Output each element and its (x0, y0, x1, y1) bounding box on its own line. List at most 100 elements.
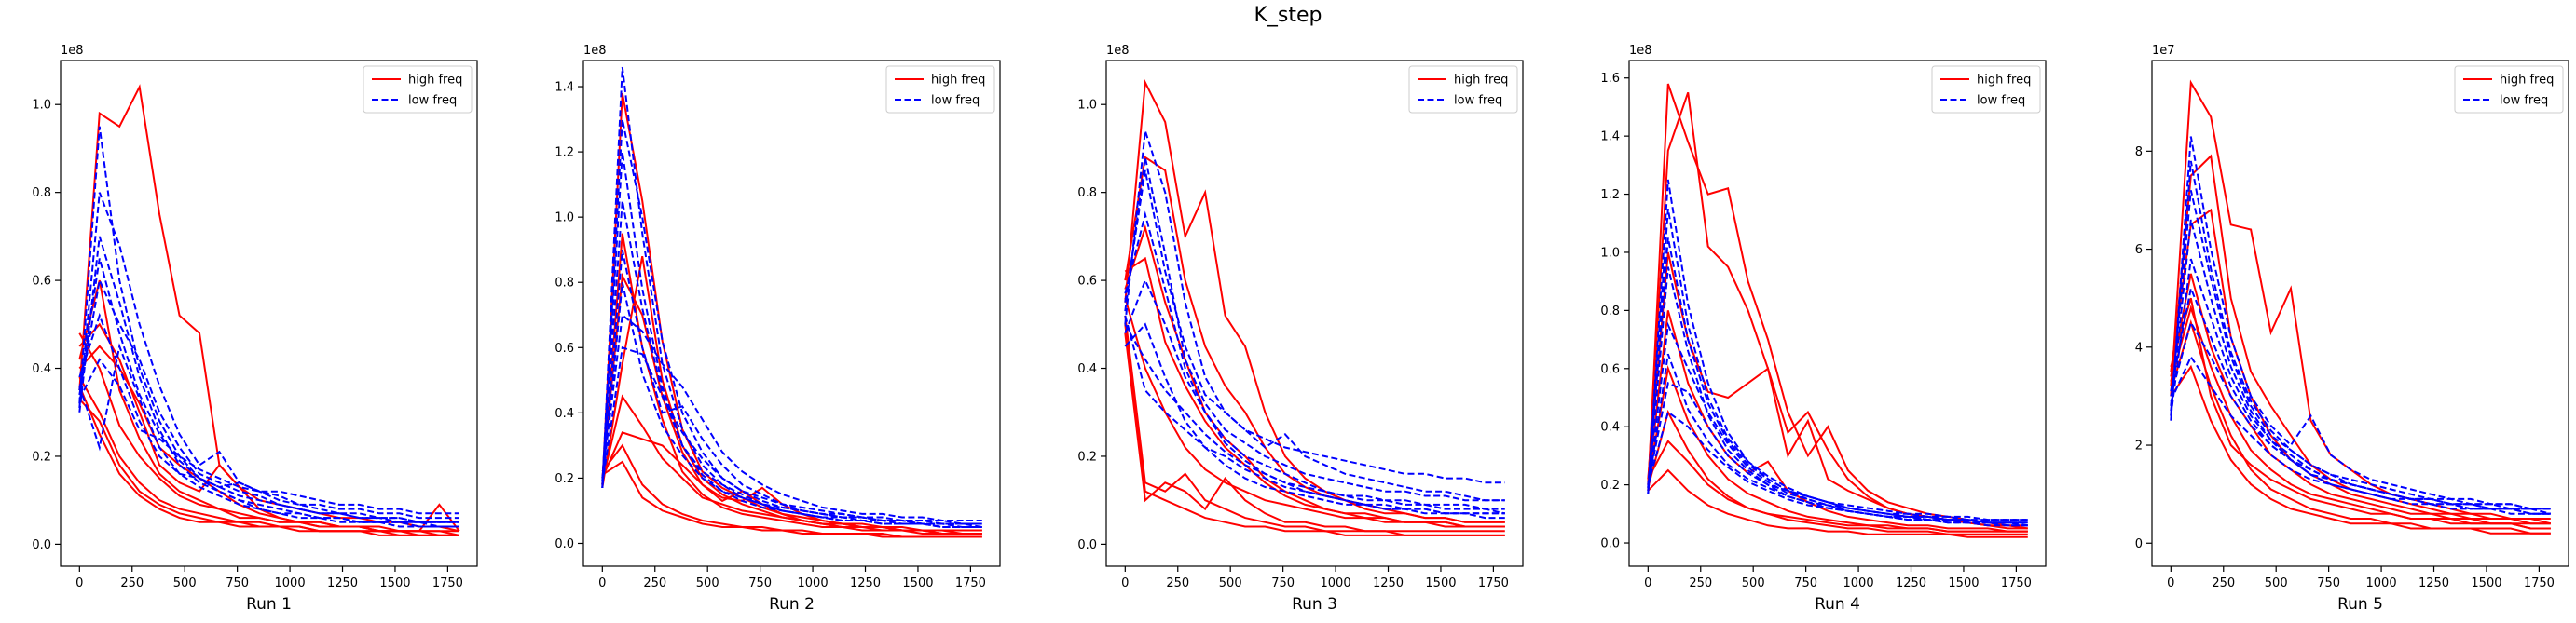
y-tick-label: 0.8 (32, 186, 51, 200)
low-freq-series-line (1124, 322, 1505, 515)
x-tick-label: 750 (2317, 576, 2340, 590)
x-tick-label: 0 (75, 576, 83, 590)
axes-frame (1105, 60, 1524, 567)
series-group (2170, 79, 2552, 535)
low-freq-series-line (1124, 156, 1505, 502)
x-tick-label: 1500 (1425, 576, 1456, 590)
low-freq-series-line (1124, 210, 1505, 520)
y-tick-label: 0.2 (555, 472, 574, 486)
axes-frame (582, 60, 1001, 567)
x-axis-label: Run 2 (769, 595, 815, 614)
low-freq-series-line (1647, 321, 2028, 527)
low-freq-series-line (1124, 130, 1505, 484)
legend-frame (1931, 65, 2041, 114)
high-freq-series-line (601, 443, 982, 538)
low-freq-series-line (78, 126, 459, 528)
y-tick-label: 0.6 (32, 275, 51, 289)
y-tick-label: 2 (2135, 440, 2143, 454)
y-tick-label: 0.0 (1077, 538, 1097, 552)
x-axis-label: Run 5 (2337, 595, 2383, 614)
low-freq-series-line (78, 343, 459, 528)
low-freq-series-line (78, 258, 459, 523)
y-tick-label: 0.0 (555, 537, 574, 551)
y-tick-label: 0.2 (1600, 479, 1620, 493)
x-tick-label: 1750 (2524, 576, 2555, 590)
legend: high freq low freq (1931, 65, 2041, 114)
x-tick-label: 1000 (1843, 576, 1874, 590)
low-freq-series-line (1124, 323, 1505, 510)
legend-label: low freq (408, 94, 457, 108)
y-tick-label: 0.8 (555, 277, 574, 291)
x-tick-label: 1750 (432, 576, 463, 590)
x-tick-label: 1250 (1896, 576, 1926, 590)
x-tick-label: 1750 (955, 576, 986, 590)
legend-label: low freq (1454, 94, 1502, 108)
x-tick-label: 500 (2265, 576, 2288, 590)
low-freq-series-line (601, 313, 982, 521)
low-freq-series-line (1647, 410, 2028, 524)
series-group (1647, 83, 2028, 538)
x-axis-label: Run 1 (246, 595, 292, 614)
high-freq-series-line (2170, 319, 2551, 535)
y-tick-label: 0.2 (32, 450, 51, 464)
legend-label: high freq (408, 74, 462, 88)
high-freq-series-line (1647, 468, 2028, 538)
x-tick-label: 1000 (798, 576, 829, 590)
high-freq-series-line (1647, 251, 2028, 530)
high-freq-series-line (1124, 315, 1505, 536)
x-tick-label: 1250 (2418, 576, 2449, 590)
y-tick-label: 1.0 (555, 211, 574, 225)
axes-frame (60, 60, 478, 567)
low-freq-series-line (78, 236, 459, 528)
x-tick-label: 750 (748, 576, 772, 590)
low-freq-series-line (1124, 278, 1506, 515)
y-tick-label: 0.4 (32, 362, 51, 376)
legend-frame (1408, 65, 1518, 114)
low-freq-series-line (2170, 219, 2551, 515)
x-tick-label: 1250 (327, 576, 358, 590)
high-freq-series-line (2170, 364, 2551, 535)
chart-panel-5: 0 250 500 750 1000 1250 1500 1750 0 2 4 6 8 1e7 Run 5 h… (2135, 44, 2569, 614)
series-group (601, 66, 982, 538)
high-freq-series-line (1647, 91, 2028, 530)
figure-title: K_step (1254, 4, 1322, 27)
low-freq-series-line (78, 192, 459, 523)
y-tick-label: 6 (2135, 243, 2143, 257)
x-tick-label: 1500 (379, 576, 410, 590)
x-tick-label: 250 (1166, 576, 1189, 590)
high-freq-series-line (1124, 156, 1505, 523)
low-freq-series-line (2170, 355, 2551, 515)
x-tick-label: 750 (1271, 576, 1295, 590)
high-freq-series-line (601, 460, 982, 538)
legend-frame (2454, 65, 2564, 114)
high-freq-series-line (1124, 332, 1505, 533)
y-exponent-label: 1e8 (1106, 44, 1130, 58)
y-exponent-label: 1e8 (583, 44, 607, 58)
x-tick-label: 750 (1794, 576, 1817, 590)
y-tick-label: 1.4 (1600, 130, 1620, 144)
x-tick-label: 250 (1689, 576, 1712, 590)
y-tick-label: 0.0 (1600, 537, 1620, 551)
low-freq-series-line (2170, 190, 2552, 515)
y-tick-label: 1.2 (555, 146, 574, 160)
y-tick-label: 1.0 (32, 99, 51, 113)
y-tick-label: 0.6 (555, 342, 574, 356)
low-freq-series-line (601, 66, 982, 528)
legend-frame (885, 65, 995, 114)
y-exponent-label: 1e8 (1629, 44, 1652, 58)
low-freq-series-line (601, 281, 982, 525)
y-exponent-label: 1e7 (2152, 44, 2175, 58)
high-freq-series-line (2170, 79, 2551, 520)
chart-panel-4: 0 250 500 750 1000 1250 1500 1750 0.0 0.2 0.4 0.6 0.… (1600, 44, 2047, 614)
x-tick-label: 1000 (1321, 576, 1351, 590)
x-tick-label: 0 (2167, 576, 2174, 590)
high-freq-series-line (601, 92, 982, 535)
legend: high freq low freq (1408, 65, 1518, 114)
high-freq-series-line (1647, 409, 2028, 535)
x-tick-label: 750 (226, 576, 249, 590)
y-tick-label: 0.8 (1600, 305, 1620, 318)
x-tick-label: 1750 (2001, 576, 2032, 590)
high-freq-series-line (1647, 440, 2028, 533)
